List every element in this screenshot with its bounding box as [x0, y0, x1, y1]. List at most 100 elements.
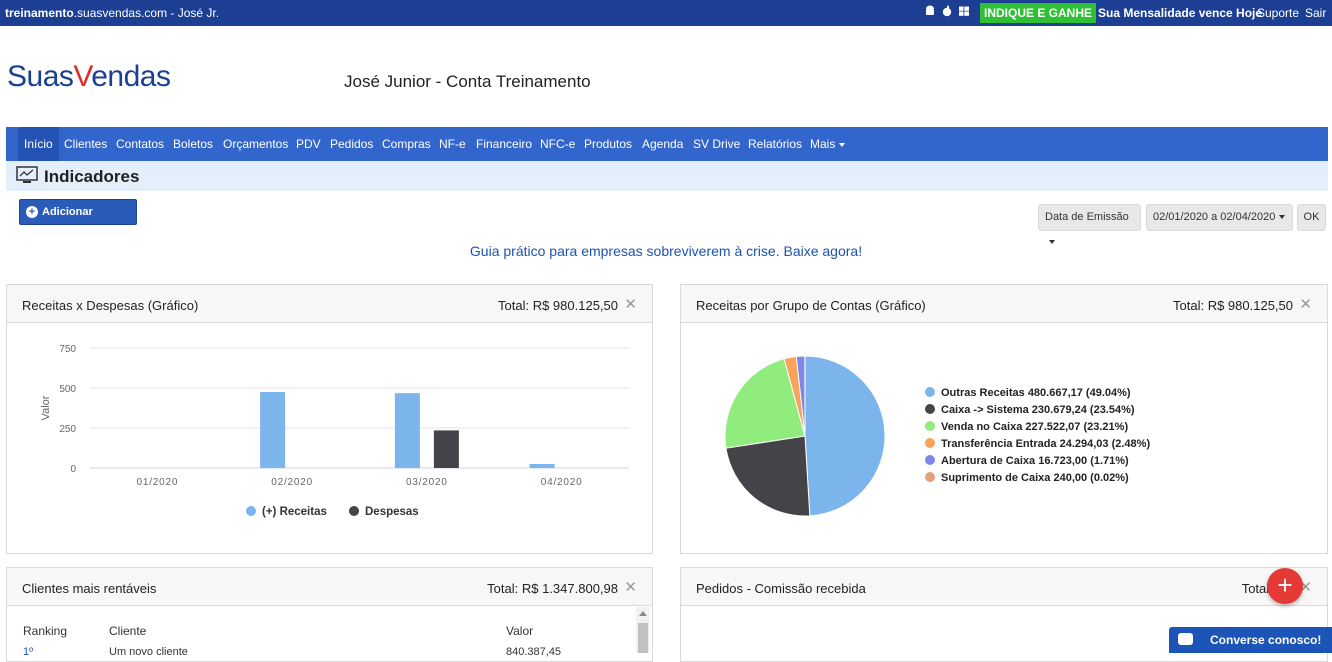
x-tick-label: 03/2020 — [406, 477, 448, 488]
add-fab-button[interactable]: + — [1267, 568, 1303, 604]
nav-item-agenda[interactable]: Agenda — [636, 127, 689, 161]
panel-total: Total: R$ 980.125,50 — [498, 298, 618, 313]
windows-icon[interactable] — [959, 5, 969, 17]
chat-label: Converse conosco! — [1210, 633, 1321, 647]
sair-link[interactable]: Sair — [1305, 6, 1326, 20]
nav-item-pedidos[interactable]: Pedidos — [324, 127, 379, 161]
site-info: treinamento.suasvendas.com - José Jr. — [5, 6, 219, 20]
close-icon[interactable]: ✕ — [624, 578, 637, 596]
table-scrollbar[interactable] — [636, 607, 650, 653]
close-icon[interactable]: ✕ — [1299, 295, 1312, 313]
promo-link-text[interactable]: Guia prático para empresas sobreviverem … — [470, 243, 862, 259]
bar-receitas[interactable] — [395, 393, 420, 468]
indique-ganhe-button[interactable]: INDIQUE E GANHE — [980, 3, 1096, 23]
nav-item-clientes[interactable]: Clientes — [58, 127, 113, 161]
nav-item-boletos[interactable]: Boletos — [167, 127, 219, 161]
site-domain-user: .suasvendas.com - José Jr. — [74, 6, 219, 20]
pie-legend-item[interactable]: Caixa -> Sistema 230.679,24 (23.54%) — [925, 404, 1135, 416]
nav-item-nfe[interactable]: NF-e — [433, 127, 472, 161]
y-tick-label: 250 — [59, 424, 76, 435]
pie-chart — [681, 324, 911, 554]
pie-slice[interactable] — [805, 356, 885, 516]
bar-receitas[interactable] — [260, 392, 285, 468]
row-cliente[interactable]: Um novo cliente — [109, 646, 188, 658]
pie-legend-label: Abertura de Caixa 16.723,00 (1.71%) — [941, 455, 1129, 467]
pie-legend-label: Transferência Entrada 24.294,03 (2.48%) — [941, 438, 1150, 450]
nav-item-produtos[interactable]: Produtos — [578, 127, 638, 161]
pie-legend-label: Caixa -> Sistema 230.679,24 (23.54%) — [941, 404, 1135, 416]
y-tick-label: 500 — [59, 384, 76, 395]
plus-circle-icon: + — [26, 206, 38, 218]
add-resumo-button[interactable]: + Adicionar Resumo — [19, 199, 137, 225]
top-bar: treinamento.suasvendas.com - José Jr. IN… — [0, 0, 1332, 26]
main-nav: Início Clientes Contatos Boletos Orçamen… — [6, 127, 1328, 161]
close-icon[interactable]: ✕ — [624, 295, 637, 313]
nav-item-sv-drive[interactable]: SV Drive — [687, 127, 746, 161]
chat-bubble-icon — [1178, 633, 1193, 645]
column-header-cliente[interactable]: Cliente — [109, 624, 146, 638]
android-icon[interactable] — [925, 5, 935, 17]
panel-title: Receitas x Despesas (Gráfico) — [22, 298, 198, 313]
mensalidade-notice[interactable]: Sua Mensalidade vence Hoje — [1098, 6, 1262, 20]
nav-item-relatorios[interactable]: Relatórios — [742, 127, 808, 161]
legend-dot — [349, 506, 359, 516]
page-header: Indicadores — [6, 161, 1328, 191]
legend-dot — [925, 404, 935, 414]
suporte-link[interactable]: Suporte — [1257, 6, 1299, 20]
row-ranking[interactable]: 1º — [23, 646, 33, 658]
y-tick-label: 0 — [70, 464, 76, 475]
pie-legend-label: Suprimento de Caixa 240,00 (0.02%) — [941, 472, 1129, 484]
date-field-dropdown[interactable]: Data de Emissão — [1038, 204, 1141, 231]
legend-label[interactable]: Despesas — [365, 506, 419, 518]
nav-item-contatos[interactable]: Contatos — [110, 127, 170, 161]
app-download-icons — [925, 5, 969, 17]
nav-item-inicio[interactable]: Início — [18, 127, 59, 161]
row-valor: 840.387,45 — [506, 646, 561, 658]
logo[interactable]: SuasVendas — [7, 60, 171, 94]
panel-total: Total: R$ 1.347.800,98 — [487, 581, 618, 596]
legend-dot — [246, 506, 256, 516]
nav-mais-label: Mais — [810, 137, 835, 151]
nav-item-financeiro[interactable]: Financeiro — [470, 127, 538, 161]
panel-receitas-despesas: Receitas x Despesas (Gráfico) Total: R$ … — [6, 284, 653, 554]
dashboard-monitor-icon — [16, 166, 38, 184]
panel-total: Total: R$ 980.125,50 — [1173, 298, 1293, 313]
date-field-label: Data de Emissão — [1045, 211, 1129, 223]
column-header-ranking[interactable]: Ranking — [23, 624, 67, 638]
legend-label[interactable]: (+) Receitas — [262, 506, 327, 518]
promo-link: Guia prático para empresas sobreviverem … — [0, 243, 1332, 259]
pie-legend-item[interactable]: Suprimento de Caixa 240,00 (0.02%) — [925, 472, 1129, 484]
scroll-up-icon[interactable] — [639, 611, 647, 616]
nav-item-compras[interactable]: Compras — [376, 127, 437, 161]
pie-legend-item[interactable]: Transferência Entrada 24.294,03 (2.48%) — [925, 438, 1150, 450]
pie-legend-item[interactable]: Venda no Caixa 227.522,07 (23.21%) — [925, 421, 1128, 433]
add-resumo-label: Adicionar Resumo — [42, 206, 93, 242]
chat-widget-button[interactable]: Converse conosco! — [1169, 627, 1332, 653]
y-tick-label: 750 — [59, 344, 76, 355]
page-title: Indicadores — [44, 167, 139, 187]
date-range-dropdown[interactable]: 02/01/2020 a 02/04/2020 — [1146, 204, 1293, 231]
ok-button[interactable]: OK — [1297, 204, 1326, 231]
x-tick-label: 02/2020 — [271, 477, 313, 488]
pie-slice[interactable] — [726, 436, 810, 516]
nav-item-orcamentos[interactable]: Orçamentos — [217, 127, 294, 161]
pie-legend-item[interactable]: Abertura de Caixa 16.723,00 (1.71%) — [925, 455, 1129, 467]
bar-receitas[interactable] — [530, 464, 555, 468]
nav-item-pdv[interactable]: PDV — [290, 127, 327, 161]
pie-legend-item[interactable]: Outras Receitas 480.667,17 (49.04%) — [925, 387, 1131, 399]
apple-icon[interactable] — [942, 5, 952, 17]
nav-item-mais[interactable]: Mais — [804, 127, 851, 161]
panel-title: Receitas por Grupo de Contas (Gráfico) — [696, 298, 926, 313]
column-header-valor[interactable]: Valor — [506, 624, 533, 638]
x-tick-label: 04/2020 — [541, 477, 583, 488]
panel-receitas-grupo: Receitas por Grupo de Contas (Gráfico) T… — [680, 284, 1328, 554]
panel-clientes-rentaveis: Clientes mais rentáveis Total: R$ 1.347.… — [6, 567, 653, 662]
nav-item-nfce[interactable]: NFC-e — [534, 127, 581, 161]
scroll-thumb[interactable] — [638, 623, 648, 653]
panel-header: Pedidos - Comissão recebida Total: R$ ✕ — [681, 568, 1327, 606]
pie-legend-label: Venda no Caixa 227.522,07 (23.21%) — [941, 421, 1128, 433]
legend-dot — [925, 455, 935, 465]
panel-header: Clientes mais rentáveis Total: R$ 1.347.… — [7, 568, 652, 606]
bar-despesas[interactable] — [434, 430, 459, 468]
